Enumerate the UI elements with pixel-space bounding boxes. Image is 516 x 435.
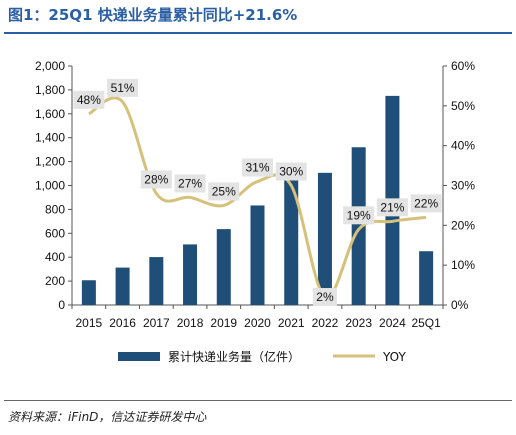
yoy-label-2021: 30% [279,165,303,179]
x-tick-label: 2019 [210,316,237,330]
legend: 累计快递业务量（亿件） YOY [118,349,406,364]
bar-2015 [81,280,96,305]
bar-2018 [183,244,198,305]
chart-title: 图1：25Q1 快递业务量累计同比+21.6% [8,6,298,24]
yoy-label-box-2016 [107,78,139,97]
yoy-label-2016: 51% [111,81,135,95]
y-left-tick-label: 600 [45,226,65,240]
yoy-label-box-2019 [208,182,240,201]
y-right-tick-label: 0% [451,298,469,312]
bar-2019 [216,229,231,305]
bar-2023 [351,147,366,305]
yoy-label-2019: 25% [212,184,236,198]
yoy-label-box-2023 [343,206,375,225]
yoy-label-box-2021 [275,162,307,181]
legend-bar-swatch [118,352,160,361]
x-tick-label: 2018 [177,316,204,330]
x-tick-label: 2015 [76,316,103,330]
x-tick-label: 2016 [109,316,136,330]
bar-2016 [115,267,130,305]
yoy-label-25Q1: 22% [414,196,438,210]
y-left-tick-label: 1,000 [35,179,65,193]
bar-25Q1 [419,251,434,305]
title-divider [4,32,512,34]
y-right-tick-label: 40% [451,139,475,153]
legend-bar-label: 累计快递业务量（亿件） [168,349,300,364]
y-left-tick-label: 200 [45,274,65,288]
yoy-label-2023: 19% [347,208,371,222]
y-right-tick-label: 60% [451,59,475,73]
bar-2020 [250,205,265,305]
yoy-label-box-2020 [242,158,273,177]
yoy-label-box-25Q1 [410,194,442,213]
data-labels-layer: 48% 51% 28% 27% 25% 31% 30% 2% 19% 21% 22% [73,78,442,307]
y-left-tick-label: 1,200 [35,155,65,169]
yoy-label-box-2017 [140,170,172,189]
y-left-tick-label: 1,600 [35,107,65,121]
yoy-label-box-2015 [73,90,105,109]
y-left-tick-label: 400 [45,250,65,264]
yoy-label-box-2018 [174,174,206,193]
chart-svg: 0 200 400 600 800 1,000 1,200 1,400 1,600 1,800 2,… [35,59,475,364]
yoy-label-2015: 48% [77,93,101,107]
bar-2021 [284,175,299,305]
y-right-tick-label: 10% [451,258,475,272]
x-tick-label: 25Q1 [411,316,441,330]
y-left-tick-label: 1,400 [35,131,65,145]
x-tick-label: 2024 [379,316,406,330]
legend-line-label: YOY [382,350,406,364]
source-divider [4,400,512,401]
yoy-label-2018: 27% [178,176,202,190]
y-left-tick-label: 800 [45,202,65,216]
bar-2017 [149,257,164,305]
yoy-label-2020: 31% [245,161,269,175]
axes: 0 200 400 600 800 1,000 1,200 1,400 1,600 1,800 2,… [35,59,475,330]
x-tick-label: 2020 [244,316,271,330]
x-tick-label: 2023 [345,316,372,330]
y-right-tick-label: 50% [451,99,475,113]
bar-2022 [317,172,332,305]
y-right-tick-label: 20% [451,218,475,232]
x-tick-label: 2022 [312,316,339,330]
y-left-tick-label: 1,800 [35,83,65,97]
yoy-line [88,96,427,299]
x-tick-label: 2021 [278,316,305,330]
source-note: 资料来源：iFinD，信达证券研发中心 [8,410,207,424]
y-right-tick-label: 30% [451,179,475,193]
y-left-tick-label: 0 [58,298,65,312]
yoy-label-2024: 21% [380,200,404,214]
yoy-label-2022: 2% [316,290,334,304]
yoy-line-layer [88,96,427,299]
bars-layer [81,95,434,305]
y-left-tick-label: 2,000 [35,59,65,73]
yoy-label-box-2022 [312,288,337,307]
x-tick-label: 2017 [143,316,170,330]
yoy-label-2017: 28% [144,172,168,186]
yoy-label-box-2024 [376,198,408,217]
